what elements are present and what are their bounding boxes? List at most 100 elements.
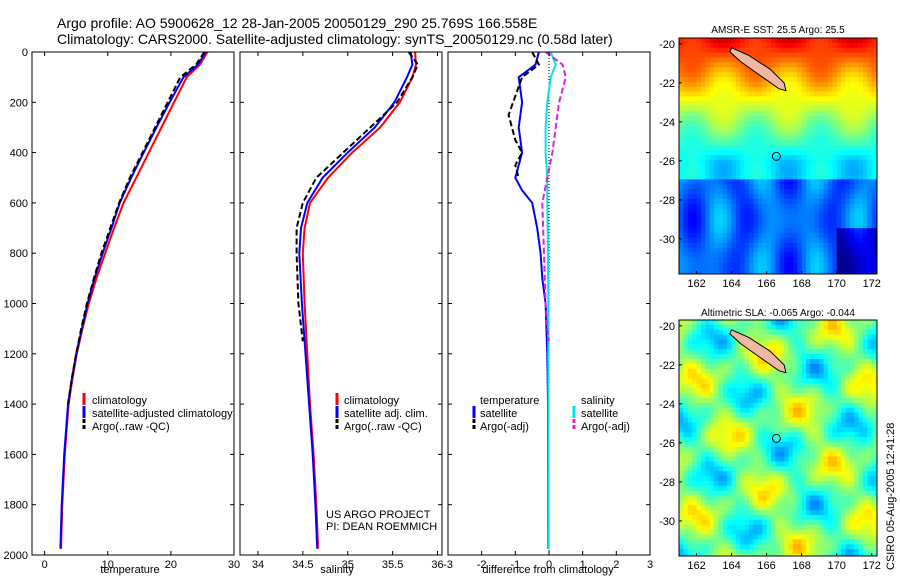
heatmap-cell <box>806 334 811 340</box>
heatmap-cell <box>771 339 776 345</box>
heatmap-cell <box>814 534 820 540</box>
heatmap-cell <box>784 184 789 190</box>
heatmap-cell <box>696 456 702 462</box>
heatmap-cell <box>692 437 697 443</box>
heatmap-cell <box>771 120 776 127</box>
heatmap-cell <box>714 519 719 526</box>
heatmap-cell <box>714 198 719 205</box>
heatmap-cell <box>801 417 807 423</box>
heatmap-cell <box>714 320 719 326</box>
heatmap-cell <box>700 164 706 171</box>
heatmap-cell <box>841 500 846 506</box>
heatmap-cell <box>753 164 759 171</box>
heatmap-cell <box>779 111 785 117</box>
heatmap-cell <box>700 407 706 414</box>
heatmap-cell <box>757 184 763 190</box>
argo-profile-marker <box>771 433 781 443</box>
heatmap-cell <box>814 485 820 492</box>
heatmap-cell <box>871 228 877 234</box>
heatmap-cell <box>792 213 798 219</box>
heatmap-cell <box>679 407 684 414</box>
x-tick-label: 34.5 <box>292 559 313 571</box>
heatmap-cell <box>858 393 864 399</box>
heatmap-cell <box>784 174 789 180</box>
heatmap-cell <box>867 495 873 501</box>
heatmap-cell <box>806 228 811 234</box>
heatmap-cell <box>740 140 746 146</box>
heatmap-cell <box>801 544 807 550</box>
series-line-climatology <box>301 52 418 549</box>
heatmap-cell <box>806 174 811 180</box>
heatmap-cell <box>766 500 772 506</box>
heatmap-cell <box>679 198 684 205</box>
heatmap-cell <box>692 252 697 258</box>
heatmap-cell <box>788 218 794 224</box>
heatmap-cell <box>841 233 846 239</box>
heatmap-cell <box>858 461 864 467</box>
heatmap-cell <box>823 344 829 350</box>
heatmap-cell <box>740 544 746 550</box>
heatmap-cell <box>696 179 702 185</box>
heatmap-cell <box>871 359 877 365</box>
heatmap-cell <box>731 184 737 190</box>
heatmap-cell <box>714 213 719 219</box>
heatmap-cell <box>744 480 750 487</box>
heatmap-cell <box>788 233 794 239</box>
heatmap-cell <box>757 116 763 122</box>
heatmap-cell <box>871 164 877 171</box>
heatmap-cell <box>845 150 851 156</box>
heatmap-cell <box>863 257 868 263</box>
heatmap-cell <box>854 407 859 414</box>
heatmap-cell <box>863 38 868 44</box>
heatmap-cell <box>771 534 776 540</box>
heatmap-cell <box>722 218 728 224</box>
heatmap-cell <box>832 72 838 78</box>
heatmap-cell <box>810 456 816 462</box>
heatmap-cell <box>766 213 772 219</box>
heatmap-cell <box>744 272 750 274</box>
heatmap-cell <box>727 91 732 97</box>
heatmap-cell <box>735 515 741 521</box>
heatmap-cell <box>683 272 689 274</box>
heatmap-cell <box>849 519 855 526</box>
heatmap-cell <box>771 145 776 151</box>
heatmap-cell <box>766 101 772 107</box>
heatmap-cell <box>832 111 838 117</box>
heatmap-cell <box>819 446 824 453</box>
heatmap-cell <box>827 52 833 58</box>
heatmap-cell <box>679 77 684 83</box>
heatmap-cell <box>788 184 794 190</box>
heatmap-cell <box>766 81 772 88</box>
heatmap-cell <box>827 150 833 156</box>
heatmap-cell <box>827 247 833 253</box>
heatmap-cell <box>775 247 781 253</box>
heatmap-cell <box>836 510 842 516</box>
heatmap-cell <box>841 159 846 166</box>
heatmap-cell <box>823 252 829 258</box>
heatmap-cell <box>709 237 715 244</box>
heatmap-cell <box>740 145 746 151</box>
heatmap-cell <box>766 262 772 268</box>
heatmap-cell <box>714 218 719 224</box>
heatmap-cell <box>753 272 759 274</box>
heatmap-cell <box>731 228 737 234</box>
heatmap-cell <box>718 363 724 370</box>
heatmap-cell <box>731 539 737 545</box>
heatmap-cell <box>810 505 816 511</box>
heatmap-cell <box>757 427 763 433</box>
heatmap-cell <box>775 368 781 375</box>
heatmap-cell <box>709 155 715 161</box>
heatmap-cell <box>753 237 759 244</box>
heatmap-cell <box>801 47 807 54</box>
heatmap-cell <box>692 441 697 448</box>
heatmap-cell <box>797 446 803 453</box>
heatmap-cell <box>749 120 754 127</box>
heatmap-cell <box>692 77 697 83</box>
heatmap-cell <box>714 476 719 482</box>
heatmap-cell <box>679 189 684 195</box>
heatmap-cell <box>806 159 811 166</box>
heatmap-cell <box>771 476 776 482</box>
heatmap-cell <box>727 198 732 205</box>
sla-heatmap-cells <box>679 320 877 556</box>
heatmap-cell <box>836 446 842 453</box>
